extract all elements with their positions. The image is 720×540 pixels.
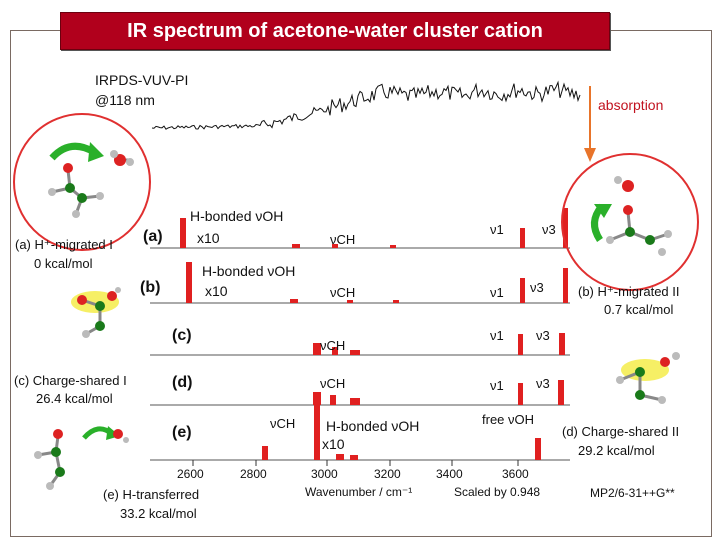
isomer-d-energy: 29.2 kcal/mol	[578, 443, 655, 458]
bar-a-nu3	[563, 208, 568, 248]
bar-d-nu1	[518, 383, 523, 405]
trace-a-scale: x10	[197, 230, 220, 246]
tick-3600: 3600	[502, 467, 529, 481]
tick-3000: 3000	[311, 467, 338, 481]
isomer-a-energy: 0 kcal/mol	[34, 256, 93, 271]
molecule-d-atoms	[616, 352, 680, 404]
bar-d-nu3	[558, 380, 564, 405]
tick-3200: 3200	[374, 467, 401, 481]
tick-2800: 2800	[240, 467, 267, 481]
trace-d-nu3: ν3	[536, 376, 550, 391]
bar-a-ch2	[332, 244, 338, 248]
theory-level: MP2/6-31++G**	[590, 486, 675, 500]
x-axis-ticks	[192, 460, 519, 466]
trace-e-free: free νOH	[482, 412, 535, 427]
absorption-arrow-head	[584, 148, 596, 162]
bar-a-ch1	[292, 244, 300, 248]
trace-e-nuch: νCH	[270, 416, 296, 431]
trace-b-label: (b)	[140, 279, 161, 296]
molecule-e	[37, 435, 62, 487]
bar-a-hbond	[180, 218, 186, 248]
trace-a-label: (a)	[143, 228, 163, 245]
trace-a-nuch: νCH	[330, 232, 356, 247]
highlight-circle-a	[13, 113, 151, 251]
isomer-e-name: (e) H-transferred	[103, 487, 200, 502]
stick-bars	[180, 208, 568, 460]
absorption-label: absorption	[598, 97, 664, 113]
trace-c-label: (c)	[172, 327, 192, 344]
isomer-c-name: (c) Charge-shared I	[14, 373, 127, 388]
bar-e-ch1	[262, 446, 268, 460]
bar-b-ch2	[347, 300, 353, 303]
trace-e-hbond: H-bonded νOH	[326, 418, 420, 434]
trace-a-nu3: ν3	[542, 222, 556, 237]
trace-c-nuch: νCH	[320, 338, 346, 353]
molecule-b	[609, 211, 669, 242]
bar-e-hbond	[314, 402, 320, 460]
trace-a-nu1: ν1	[490, 222, 504, 237]
figure-title: IR spectrum of acetone-water cluster cat…	[60, 12, 610, 50]
trace-d-label: (d)	[172, 374, 193, 391]
trace-c-nu3: ν3	[536, 328, 550, 343]
trace-e-label: (e)	[172, 424, 192, 441]
bar-b-nu3	[563, 268, 568, 303]
isomer-b-energy: 0.7 kcal/mol	[604, 302, 674, 317]
trace-b-scale: x10	[205, 283, 228, 299]
trace-a-hbond: H-bonded νOH	[190, 208, 284, 224]
trace-e-scale: x10	[322, 436, 345, 452]
bar-b-ch3	[393, 300, 399, 303]
isomer-e-energy: 33.2 kcal/mol	[120, 506, 197, 521]
bar-c-ch1	[313, 343, 321, 355]
bar-c-nu3	[559, 333, 565, 355]
bar-a-ch3	[390, 245, 396, 248]
bar-c-ch2	[332, 347, 338, 355]
x-axis-label: Wavenumber / cm⁻¹	[305, 485, 413, 499]
bar-e-free	[535, 438, 541, 460]
isomer-d-name: (d) Charge-shared II	[562, 424, 680, 439]
scaling-note: Scaled by 0.948	[454, 485, 541, 499]
trace-b-nuch: νCH	[330, 285, 356, 300]
trace-b-nu1: ν1	[490, 285, 504, 300]
baselines	[150, 247, 570, 461]
bar-d-ch2	[330, 395, 336, 405]
bar-a-nu1	[520, 228, 525, 248]
method-label: IRPDS-VUV-PI	[95, 72, 189, 88]
bar-e-ch3	[350, 455, 358, 460]
trace-b-hbond: H-bonded νOH	[202, 263, 296, 279]
bar-e-ch2	[336, 454, 344, 460]
bar-d-ch1	[313, 392, 321, 405]
bar-b-hbond	[186, 262, 192, 303]
trace-c-nu1: ν1	[490, 328, 504, 343]
wavelength-label: @118 nm	[95, 92, 155, 108]
molecule-b-side-atoms	[77, 287, 121, 338]
green-arrow-a	[49, 142, 96, 161]
tick-2600: 2600	[177, 467, 204, 481]
bar-c-nu1	[518, 334, 523, 355]
isomer-b-name: (b) H⁺-migrated II	[578, 284, 680, 299]
trace-d-nu1: ν1	[490, 378, 504, 393]
trace-d-nuch: νCH	[320, 376, 346, 391]
highlight-circle-b	[561, 153, 699, 291]
experimental-spectrum	[151, 80, 581, 130]
molecule-a-atoms	[48, 150, 134, 218]
molecule-b-atoms	[606, 176, 672, 256]
bar-b-ch1	[290, 299, 298, 303]
isomer-c-energy: 26.4 kcal/mol	[36, 391, 113, 406]
bar-c-ch3	[350, 350, 360, 355]
trace-b-nu3: ν3	[530, 280, 544, 295]
bar-d-ch3	[350, 398, 360, 405]
tick-3400: 3400	[436, 467, 463, 481]
molecule-e-atoms	[34, 429, 129, 490]
isomer-a-name: (a) H⁺-migrated I	[15, 237, 113, 252]
bar-b-nu1	[520, 278, 525, 303]
